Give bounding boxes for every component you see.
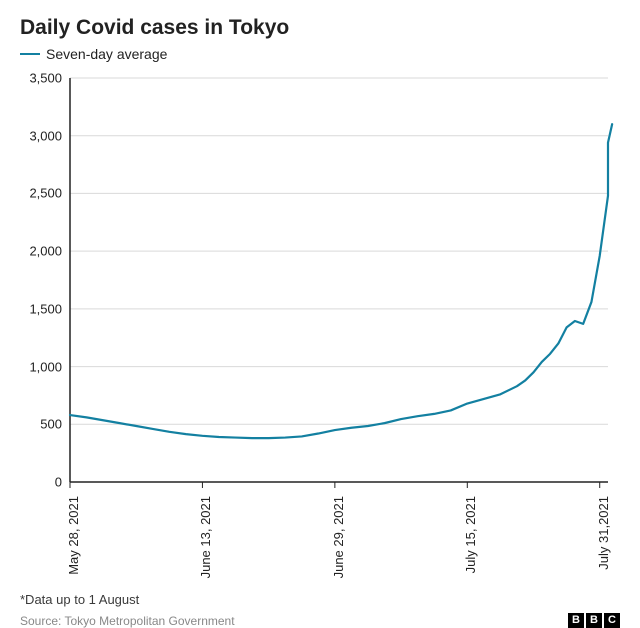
y-tick-label: 1,500 <box>20 301 62 316</box>
x-tick-label: July 15, 2021 <box>463 496 478 573</box>
y-tick-label: 0 <box>20 475 62 490</box>
source-text: Source: Tokyo Metropolitan Government <box>20 614 235 628</box>
x-tick-label: June 29, 2021 <box>331 496 346 578</box>
chart-container: Daily Covid cases in Tokyo Seven-day ave… <box>0 0 640 623</box>
y-tick-label: 1,000 <box>20 359 62 374</box>
source-name: Tokyo Metropolitan Government <box>64 614 234 628</box>
chart-title: Daily Covid cases in Tokyo <box>20 16 620 40</box>
bbc-logo-letter: B <box>568 613 584 628</box>
y-tick-label: 3,000 <box>20 128 62 143</box>
y-tick-label: 500 <box>20 417 62 432</box>
source-row: Source: Tokyo Metropolitan Government BB… <box>20 613 620 628</box>
x-tick-label: May 28, 2021 <box>66 496 81 575</box>
legend-label: Seven-day average <box>46 46 167 62</box>
footnote: *Data up to 1 August <box>20 592 620 607</box>
legend: Seven-day average <box>20 46 620 62</box>
plot-area: 05001,0001,5002,0002,5003,0003,500 May 2… <box>20 70 620 500</box>
x-tick-label: June 13, 2021 <box>198 496 213 578</box>
y-tick-label: 2,000 <box>20 244 62 259</box>
bbc-logo-letter: C <box>604 613 620 628</box>
x-tick-label: July 31,2021 <box>596 496 611 570</box>
plot-svg <box>20 70 620 500</box>
source-prefix: Source: <box>20 614 64 628</box>
legend-swatch <box>20 53 40 55</box>
y-tick-label: 3,500 <box>20 71 62 86</box>
bbc-logo-letter: B <box>586 613 602 628</box>
y-tick-label: 2,500 <box>20 186 62 201</box>
bbc-logo: BBC <box>568 613 620 628</box>
